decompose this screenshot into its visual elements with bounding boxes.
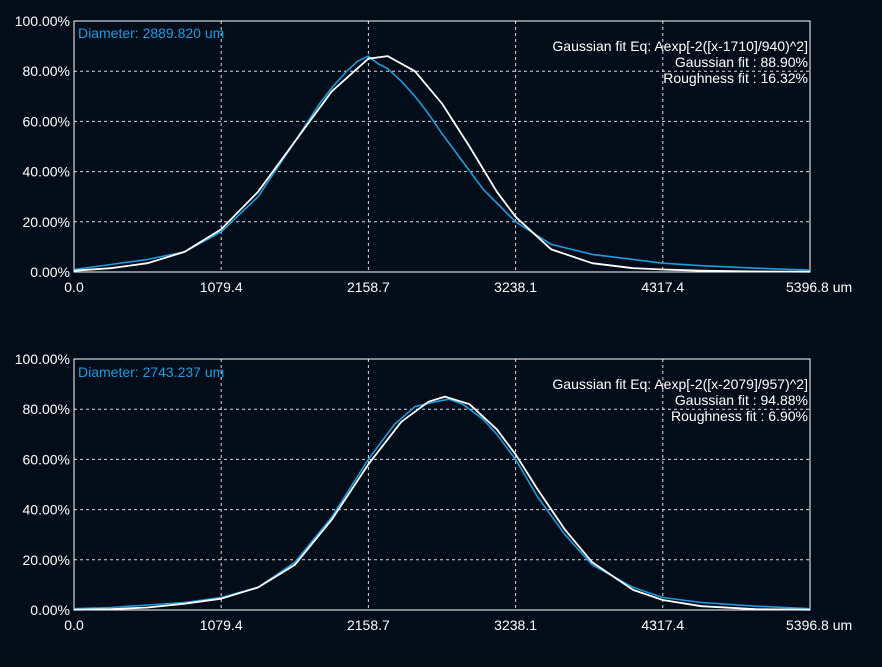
gaussian-fit-value: Gaussian fit : 94.88%: [675, 392, 808, 408]
x-tick-label: 0.0: [64, 279, 84, 295]
roughness-fit-value: Roughness fit : 6.90%: [671, 408, 808, 424]
y-tick-label: 60.00%: [23, 451, 70, 467]
fit-equation: Gaussian fit Eq: Aexp[-2([x-2079]/957)^2…: [552, 376, 808, 392]
chart-bottom: 0.00% 20.00% 40.00% 60.00% 80.00% 100.00% 0.0…: [15, 351, 852, 633]
x-tick-label: 5396.8 um: [786, 279, 852, 295]
x-tick-label: 5396.8 um: [786, 617, 852, 633]
measured-profile: [73, 55, 811, 271]
y-tick-label: 0.00%: [30, 264, 70, 280]
plot-frame-top: [73, 20, 811, 273]
x-tick-label: 1079.4: [200, 617, 243, 633]
x-tick-label: 3238.1: [494, 617, 537, 633]
plot-frame-bottom: [73, 358, 811, 611]
y-tick-label: 20.00%: [23, 552, 70, 568]
measured-profile: [73, 398, 811, 610]
x-tick-label: 4317.4: [641, 617, 684, 633]
chart-top: 0.00% 20.00% 40.00% 60.00% 80.00% 100.00% 0.0…: [15, 13, 852, 295]
x-tick-label: 4317.4: [641, 279, 684, 295]
y-tick-label: 60.00%: [23, 113, 70, 129]
y-tick-label: 0.00%: [30, 602, 70, 618]
x-tick-label: 2158.7: [347, 279, 390, 295]
gaussian-fit-curve: [73, 55, 811, 273]
y-tick-label: 80.00%: [23, 401, 70, 417]
fit-equation: Gaussian fit Eq: Aexp[-2([x-1710]/940)^2…: [552, 38, 808, 54]
y-tick-label: 100.00%: [15, 351, 70, 367]
x-tick-label: 1079.4: [200, 279, 243, 295]
diameter-label: Diameter: 2743.237 um: [78, 364, 224, 380]
gaussian-fit-curve: [73, 395, 811, 611]
gaussian-fit-value: Gaussian fit : 88.90%: [675, 54, 808, 70]
y-tick-label: 20.00%: [23, 214, 70, 230]
x-tick-label: 3238.1: [494, 279, 537, 295]
x-tick-label: 0.0: [64, 617, 84, 633]
diameter-label: Diameter: 2889.820 um: [78, 25, 224, 41]
y-tick-label: 80.00%: [23, 63, 70, 79]
x-tick-label: 2158.7: [347, 617, 390, 633]
y-tick-label: 40.00%: [23, 164, 70, 180]
y-tick-label: 100.00%: [15, 13, 70, 29]
roughness-fit-value: Roughness fit : 16.32%: [663, 70, 808, 86]
y-tick-label: 40.00%: [23, 502, 70, 518]
